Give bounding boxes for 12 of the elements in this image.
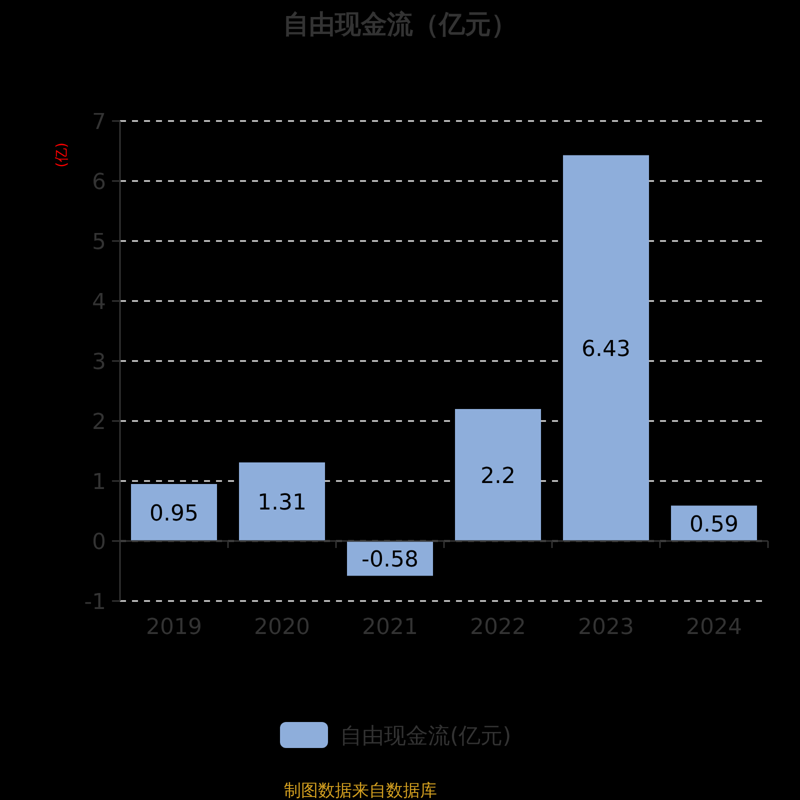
data-label: 1.31 xyxy=(258,490,306,516)
bar xyxy=(455,409,541,541)
data-label: -0.58 xyxy=(362,547,418,572)
text: 制图数据来自数据库 xyxy=(284,781,437,800)
data-label: 0.59 xyxy=(690,512,738,538)
bar xyxy=(563,155,649,541)
data-label: 6.43 xyxy=(582,337,630,362)
bar xyxy=(239,462,325,541)
data-label: 0.95 xyxy=(150,502,198,526)
y-axis-title: (亿) xyxy=(54,142,70,168)
data-label: 2.2 xyxy=(480,464,516,489)
bar xyxy=(131,484,217,541)
